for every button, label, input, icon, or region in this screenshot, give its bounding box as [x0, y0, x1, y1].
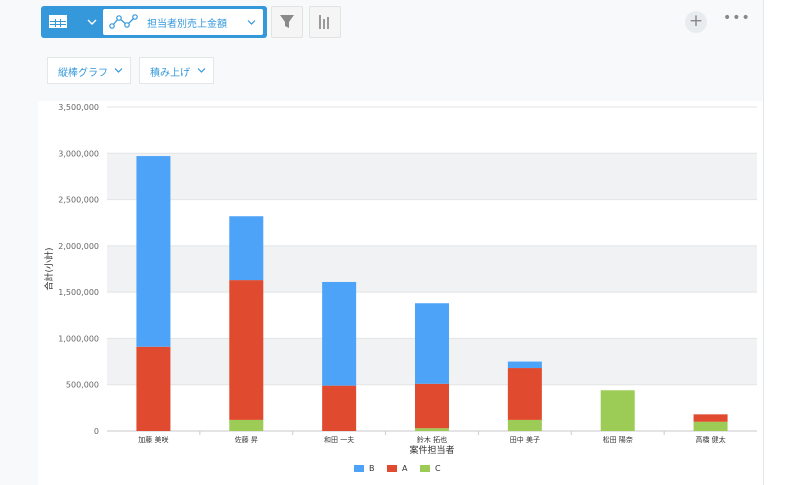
bar-C: [693, 421, 728, 431]
x-tick-label: 田中 美子: [510, 435, 540, 444]
plus-icon[interactable]: +: [685, 11, 707, 33]
chart-type-select[interactable]: 縦棒グラフ: [47, 57, 131, 84]
bar-B: [229, 216, 264, 281]
bar-A: [507, 368, 542, 420]
legend-label: B: [369, 464, 375, 473]
filter-icon: [280, 15, 294, 28]
x-axis-title: 案件担当者: [409, 444, 454, 456]
bar-A: [229, 280, 264, 420]
stack-mode-select[interactable]: 積み上げ: [139, 57, 214, 84]
bar-B: [415, 303, 449, 384]
grid-band: [107, 107, 757, 154]
bar-C: [600, 390, 635, 431]
bar-B: [136, 156, 171, 347]
chevron-down-icon: [247, 20, 256, 25]
right-margin: [763, 0, 800, 485]
x-tick-label: 高橋 健太: [695, 435, 725, 444]
table-icon[interactable]: [49, 15, 67, 28]
x-tick-label: 松田 陽奈: [603, 435, 633, 444]
y-tick-label: 2,500,000: [58, 196, 99, 205]
y-tick-label: 3,500,000: [58, 103, 99, 112]
bar-C: [507, 419, 542, 431]
bar-chart-icon: [319, 15, 329, 29]
legend-swatch-A: [387, 465, 397, 472]
bar-B: [507, 361, 542, 369]
stacked-bar-chart: 0 500,000 1,000,000 1,500,000 2,000,000 2,500…: [43, 103, 757, 473]
y-tick-label: 2,000,000: [58, 242, 99, 251]
chevron-down-icon: [114, 68, 123, 73]
line-graph-icon: [109, 14, 138, 29]
chart-panel: 0 500,000 1,000,000 1,500,000 2,000,000 2,500…: [38, 101, 763, 485]
grid-band: [107, 245, 757, 293]
legend-swatch-B: [354, 465, 364, 472]
y-tick-label: 3,000,000: [58, 149, 99, 158]
legend-swatch-C: [420, 465, 430, 472]
y-axis-title: 合計(小計): [43, 247, 55, 290]
filter-button[interactable]: [271, 6, 303, 38]
graph-select[interactable]: 担当者別売上金額: [103, 9, 263, 35]
graph-name: 担当者別売上金額: [147, 19, 227, 30]
bar-A: [415, 383, 449, 429]
y-tick-label: 1,000,000: [58, 334, 99, 343]
chart-type-label: 縦棒グラフ: [58, 68, 108, 79]
grid-band: [107, 199, 757, 246]
x-tick-label: 加藤 美咲: [138, 435, 168, 444]
y-tick-label: 0: [94, 427, 99, 436]
x-tick-label: 和田 一夫: [324, 435, 354, 444]
legend-label: C: [435, 464, 441, 473]
y-tick-label: 1,500,000: [58, 288, 99, 297]
bar-A: [693, 414, 728, 422]
view-switcher[interactable]: 担当者別売上金額: [41, 6, 267, 38]
bar-B: [322, 281, 357, 386]
chart-settings-button[interactable]: [309, 6, 341, 38]
bar-C: [415, 428, 449, 431]
legend-label: A: [402, 464, 408, 473]
stack-mode-label: 積み上げ: [150, 68, 190, 79]
x-tick-label: 鈴木 拓也: [417, 435, 447, 444]
bar-A: [136, 346, 171, 431]
more-icon[interactable]: •••: [723, 10, 751, 26]
chevron-down-icon: [197, 68, 206, 73]
bar-C: [229, 419, 264, 431]
x-tick-label: 佐藤 昇: [235, 435, 258, 444]
bar-A: [322, 385, 357, 431]
chevron-down-icon[interactable]: [87, 18, 97, 26]
grid-band: [107, 153, 757, 200]
y-tick-label: 500,000: [66, 381, 99, 390]
